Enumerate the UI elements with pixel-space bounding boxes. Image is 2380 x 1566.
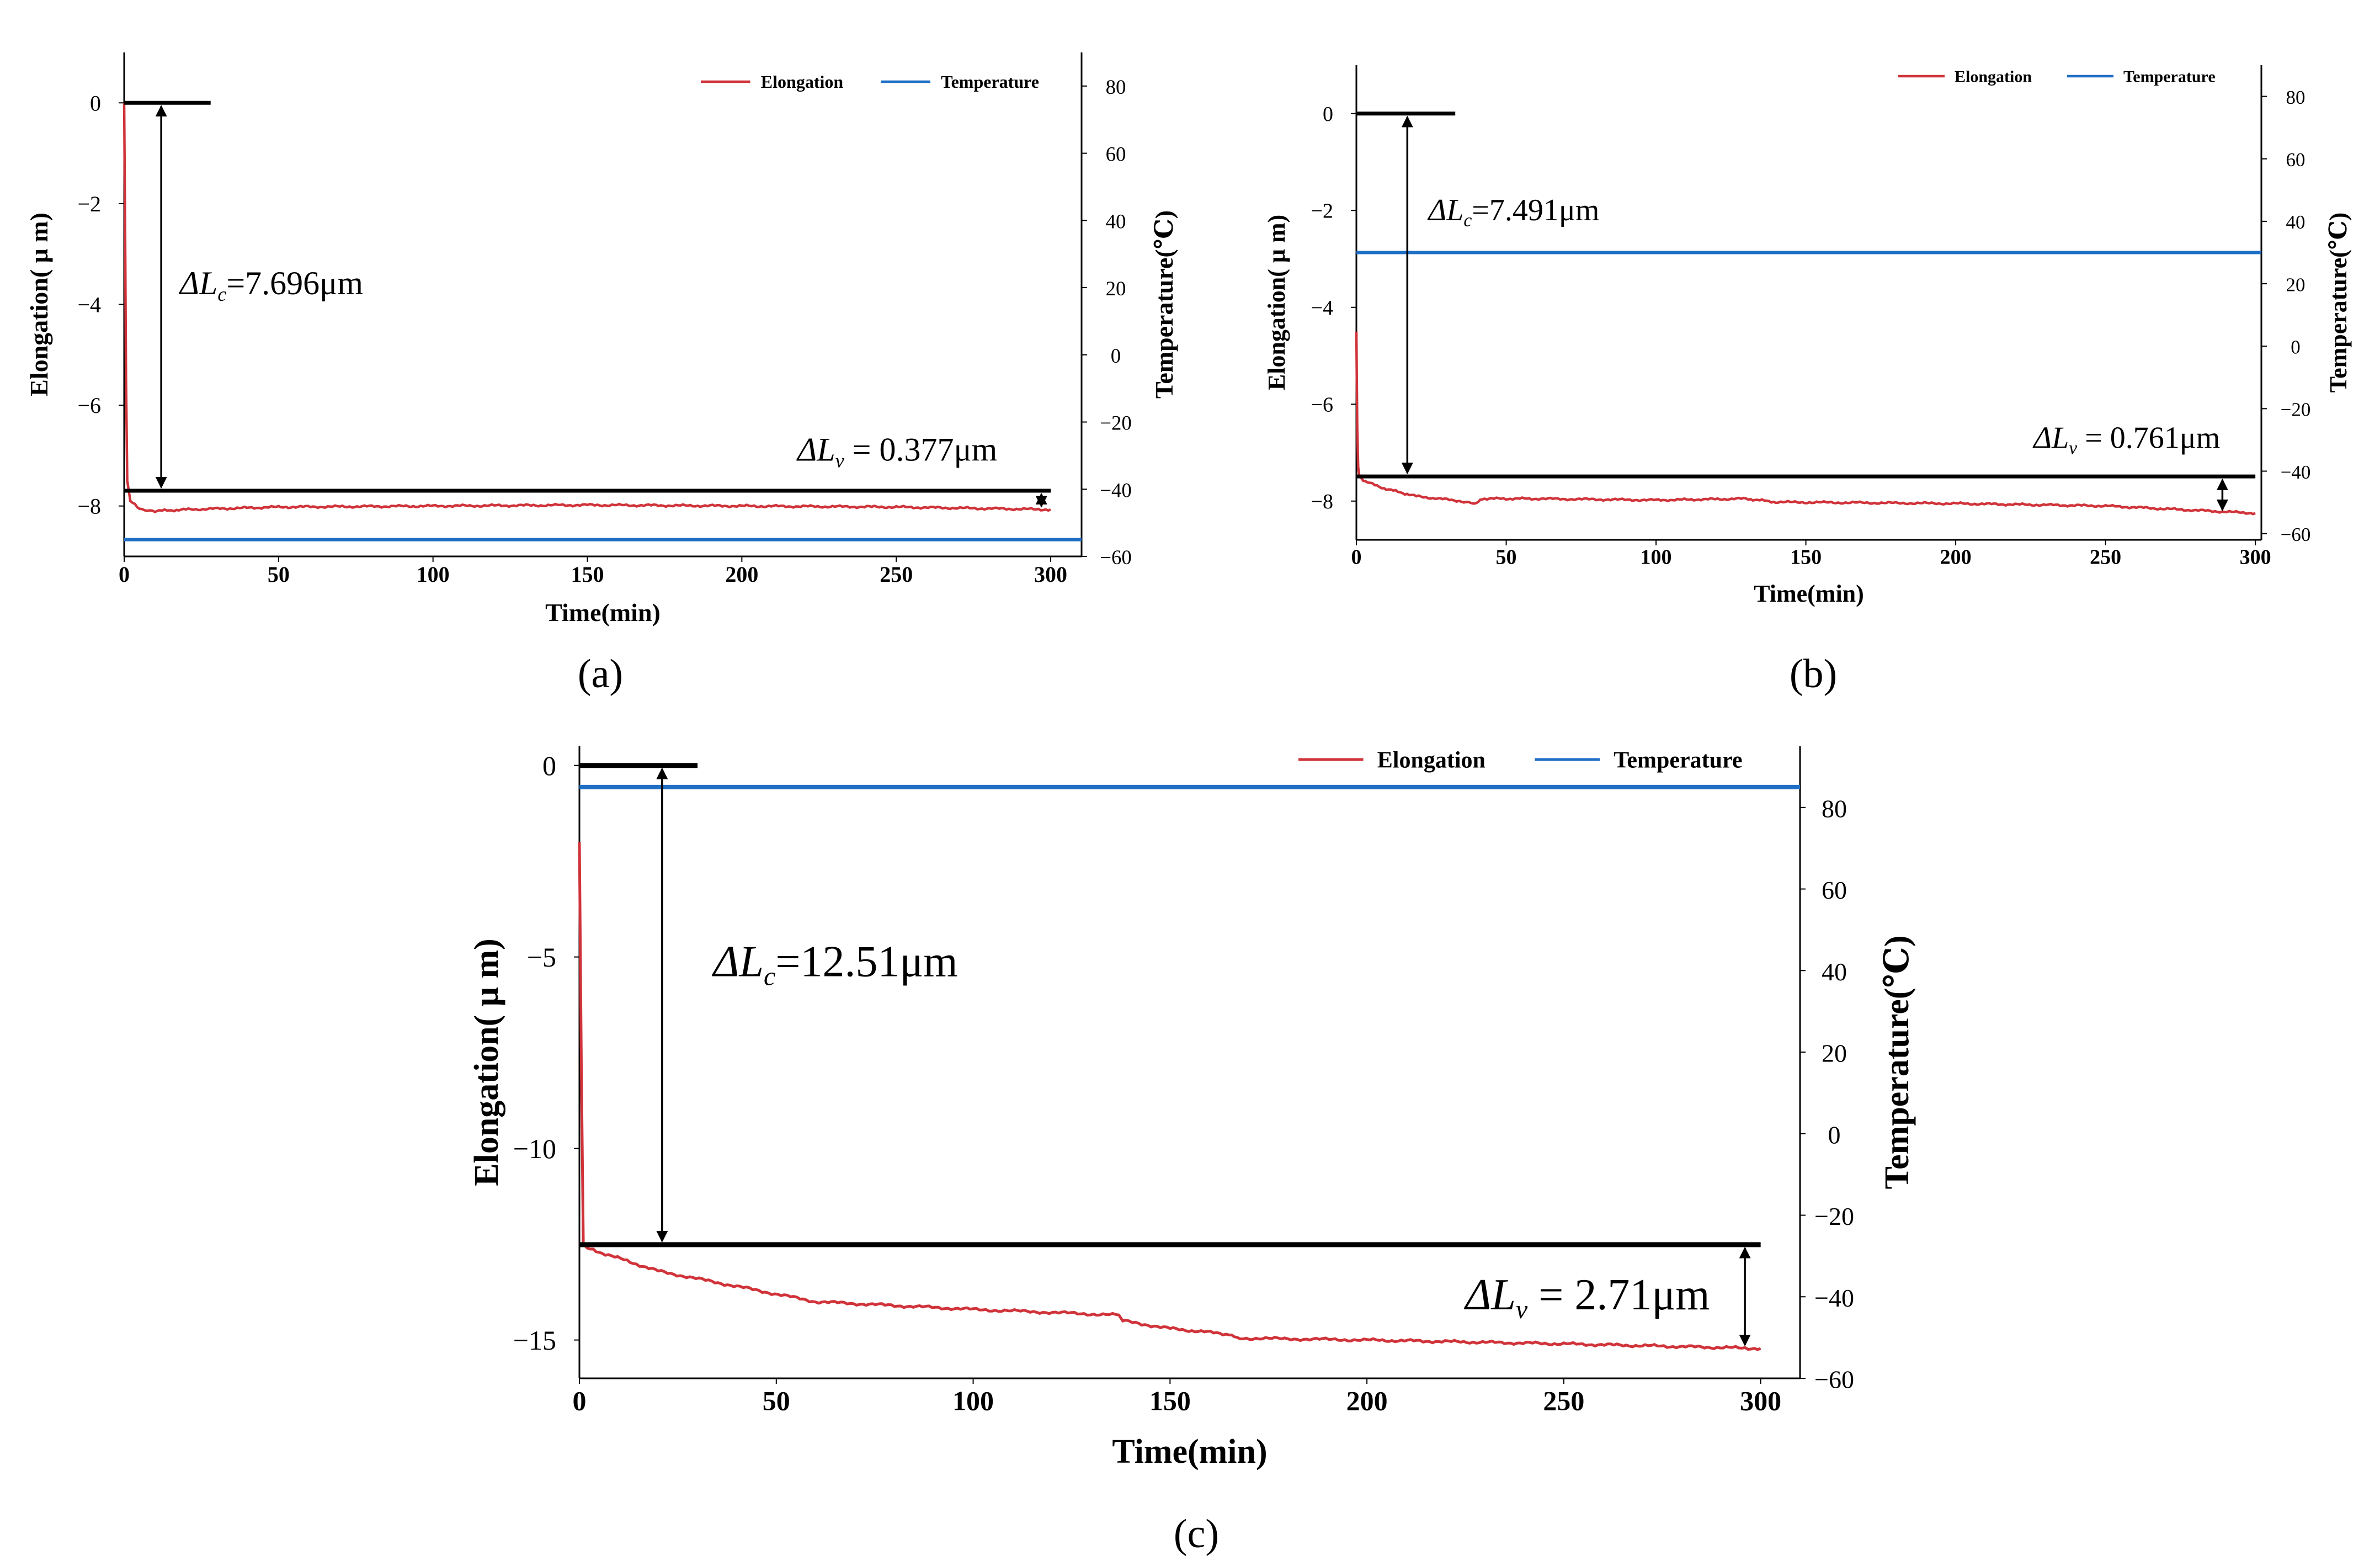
y2-tick-label: 60 [1106,143,1126,166]
x-axis-title: Time(min) [1112,1433,1267,1471]
y-tick-label: −5 [527,942,556,973]
y-tick-label: −2 [77,192,101,216]
y-tick-label: −15 [513,1325,556,1356]
x-tick-label: 100 [1641,546,1672,569]
y-tick-label: −4 [1311,296,1333,320]
x-tick-label: 250 [880,562,913,587]
y-tick-label: −8 [77,494,101,519]
y-tick-label: 0 [1323,103,1333,126]
x-tick-label: 150 [1149,1385,1191,1416]
legend-label-elongation: Elongation [761,72,844,92]
series-elongation-line [578,842,1761,1351]
y2-tick-label: 80 [1822,794,1847,822]
y-tick-label: −2 [1311,200,1333,223]
y-tick-label: −4 [77,293,101,317]
dimension-label: ΔLc=12.51μm [712,937,958,991]
x-tick-label: 0 [119,562,130,587]
y-tick-label: 0 [90,91,101,115]
x-tick-label: 150 [1790,546,1822,569]
y2-tick-label: −40 [1814,1284,1854,1312]
series-elongation-line [123,103,1051,514]
y-axis-title: Elongation( μ m) [1263,215,1290,390]
y-tick-label: −10 [513,1133,556,1164]
y2-tick-label: 80 [2286,87,2306,108]
y2-tick-label: 40 [1822,958,1847,986]
x-tick-label: 300 [1740,1385,1781,1416]
y2-tick-label: 40 [1106,210,1126,232]
x-tick-label: 50 [1496,546,1517,569]
legend-label-elongation: Elongation [1377,748,1485,773]
x-tick-label: 150 [571,562,604,587]
panel-label-a: (a) [578,651,623,697]
y-tick-label: −8 [1311,490,1333,513]
dimension-label: ΔLv = 0.377μm [796,432,997,472]
x-tick-label: 0 [1351,546,1362,569]
x-tick-label: 300 [1034,562,1067,587]
y2-tick-label: 60 [1822,876,1847,904]
y2-tick-label: 60 [2286,149,2306,171]
x-axis-title: Time(min) [1754,580,1864,607]
y2-tick-label: 20 [2286,274,2306,295]
y2-axis-title: Temperature(℃) [1878,936,1916,1190]
y2-tick-label: −20 [2281,399,2311,421]
x-tick-label: 200 [1940,546,1972,569]
y2-axis-title: Temperature(℃) [1150,210,1178,399]
panel-label-c: (c) [1174,1511,1219,1557]
x-tick-label: 50 [763,1385,790,1416]
y2-tick-label: 40 [2286,211,2306,233]
y2-tick-label: −20 [1100,412,1132,434]
y2-tick-label: −40 [1100,479,1132,501]
x-tick-label: 100 [417,562,450,587]
y-axis-title: Elongation( μ m) [25,213,53,396]
x-tick-label: 200 [1346,1385,1388,1416]
y2-tick-label: 0 [1828,1121,1841,1149]
dimension-label: ΔLv = 0.761μm [2032,421,2220,458]
y-tick-label: −6 [1311,394,1333,417]
y2-tick-label: 0 [2291,337,2300,358]
legend-label-temperature: Temperature [2123,68,2216,86]
x-tick-label: 0 [573,1385,587,1416]
chart-panel-a: 0 50 100 150 200 250 3000−2−4−6−8806040200−20−… [25,52,1178,627]
x-tick-label: 300 [2240,546,2271,569]
y2-tick-label: −60 [1814,1366,1854,1394]
legend-label-temperature: Temperature [941,72,1039,92]
dimension-label: ΔLc=7.491μm [1427,193,1599,231]
chart-panel-c: 0 50 100 150 200 250 3000−5−10−15806040200−20−… [468,746,1916,1471]
legend-label-elongation: Elongation [1955,68,2032,86]
panel-label-b: (b) [1790,651,1837,697]
y-axis-title: Elongation( μ m) [468,938,505,1186]
series-elongation-line [1355,331,2256,516]
x-tick-label: 250 [1543,1385,1584,1416]
x-tick-label: 50 [268,562,290,587]
dimension-label: ΔLv = 2.71μm [1463,1271,1710,1324]
y-tick-label: 0 [542,750,556,781]
y2-tick-label: −20 [1814,1202,1854,1230]
y2-axis-title: Temperature(℃) [2325,213,2352,392]
x-axis-title: Time(min) [545,598,661,627]
y2-tick-label: −60 [2281,524,2311,545]
y-tick-label: −6 [77,393,101,418]
legend: Elongation Temperature [701,72,1039,92]
legend: Elongation Temperature [1898,68,2216,86]
y2-tick-label: 0 [1111,344,1121,367]
legend-label-temperature: Temperature [1614,748,1742,773]
y2-tick-label: 80 [1106,76,1126,98]
legend: Elongation Temperature [1298,748,1742,773]
x-tick-label: 250 [2090,546,2121,569]
y2-tick-label: −40 [2281,461,2311,483]
y2-tick-label: 20 [1106,277,1126,300]
x-tick-label: 200 [725,562,758,587]
chart-panel-b: 0 50 100 150 200 250 3000−2−4−6−8806040200−20−… [1263,65,2352,607]
y2-tick-label: 20 [1822,1039,1847,1068]
x-tick-label: 100 [952,1385,994,1416]
y2-tick-label: −60 [1100,546,1132,569]
dimension-label: ΔLc=7.696μm [179,265,363,305]
